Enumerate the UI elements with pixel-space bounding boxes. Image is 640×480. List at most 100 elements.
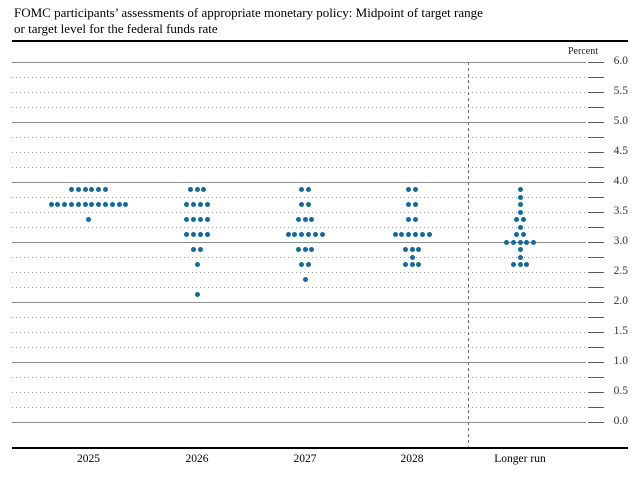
gridline-1.25 [12, 347, 586, 348]
dot-2027-3.375 [309, 217, 315, 222]
dot-2027-3.125 [299, 232, 305, 237]
dot-2027-3.125 [312, 232, 318, 237]
dot-2027-3.375 [295, 217, 301, 222]
x-label-2025: 2025 [77, 453, 100, 465]
dot-2027-2.875 [302, 247, 308, 252]
y-tick-3.25 [588, 227, 604, 228]
dot-2026-3.875 [187, 187, 193, 192]
dot-2025-3.625 [48, 202, 54, 207]
dot-2025-3.625 [109, 202, 115, 207]
dot-2025-3.625 [116, 202, 122, 207]
dot-longer-run-3.875 [517, 187, 523, 192]
dot-2025-3.625 [103, 202, 108, 207]
dot-2026-3.125 [197, 232, 203, 237]
dot-2028-3.875 [412, 187, 418, 192]
dot-2027-3.125 [305, 232, 311, 237]
dot-2028-2.75 [409, 254, 415, 260]
dot-2028-3.125 [412, 232, 418, 237]
dot-2026-3.375 [191, 217, 197, 222]
dot-longer-run-2.875 [517, 247, 523, 252]
dot-longer-run-3.5 [517, 209, 523, 215]
dot-2025-3.875 [82, 187, 88, 192]
dot-2027-3.625 [305, 202, 311, 207]
dot-2028-3.125 [419, 232, 425, 237]
y-tick-label-6.0: 6.0 [613, 55, 628, 67]
dot-2026-2.875 [197, 247, 203, 252]
gridline-1.00 [12, 362, 586, 363]
y-tick-label-4.0: 4.0 [613, 175, 628, 187]
y-tick-2.25 [588, 287, 604, 288]
dot-2027-2.625 [299, 262, 305, 267]
dot-2026-3.875 [194, 187, 200, 192]
gridline-3.25 [12, 227, 586, 228]
gridline-4.75 [12, 137, 586, 138]
dot-2028-2.625 [402, 262, 408, 267]
y-tick-6.00 [588, 62, 604, 63]
gridline-6.00 [12, 62, 586, 63]
y-tick-1.25 [588, 347, 604, 348]
dot-2025-3.875 [103, 187, 108, 192]
gridline-1.75 [12, 317, 586, 318]
dot-longer-run-3 [524, 239, 530, 245]
dot-2025-3.625 [96, 202, 102, 207]
x-axis-line [12, 447, 628, 449]
gridline-3.50 [12, 212, 586, 213]
dot-2025-3.625 [89, 202, 95, 207]
dot-2028-2.625 [416, 262, 422, 267]
dot-2028-3.125 [399, 232, 405, 237]
dot-2027-3.125 [319, 232, 325, 237]
dot-longer-run-3.375 [520, 217, 526, 222]
dot-2025-3.625 [82, 202, 88, 207]
dot-2028-3.375 [412, 217, 418, 222]
y-tick-label-0.5: 0.5 [613, 385, 628, 397]
y-tick-2.00 [588, 302, 604, 303]
dot-2026-2.875 [191, 247, 197, 252]
dot-2027-3.375 [302, 217, 308, 222]
y-tick-5.75 [588, 77, 604, 78]
gridline-4.50 [12, 152, 586, 153]
dot-longer-run-3 [531, 239, 537, 245]
dot-2026-2.125 [194, 292, 200, 297]
x-label-2026: 2026 [185, 453, 209, 465]
dot-2025-3.875 [75, 187, 81, 192]
longer-run-separator-dashed-line [468, 62, 469, 447]
gridline-3.75 [12, 197, 586, 198]
y-tick-2.75 [588, 257, 604, 258]
dot-longer-run-3.125 [514, 232, 520, 237]
dot-2028-3.625 [406, 202, 412, 207]
dot-2025-3.875 [89, 187, 95, 192]
y-tick-4.75 [588, 137, 604, 138]
dot-2027-3.125 [292, 232, 298, 237]
dot-2026-3.125 [184, 232, 190, 237]
y-tick-4.25 [588, 167, 604, 168]
dot-longer-run-3 [510, 239, 516, 245]
y-tick-label-1.0: 1.0 [613, 355, 628, 367]
y-tick-5.50 [588, 92, 604, 93]
dot-longer-run-2.75 [517, 254, 523, 260]
dot-2027-2.375 [302, 277, 308, 282]
dot-longer-run-3 [517, 239, 523, 245]
dot-2026-3.125 [204, 232, 210, 237]
y-tick-3.00 [588, 242, 604, 243]
y-tick-1.50 [588, 332, 604, 333]
dot-2027-3.625 [299, 202, 305, 207]
gridline-0.75 [12, 377, 586, 378]
y-tick-label-2.0: 2.0 [613, 295, 628, 307]
dot-2026-2.625 [194, 262, 200, 267]
gridline-5.75 [12, 77, 586, 78]
dot-2025-3.625 [75, 202, 81, 207]
dot-2028-3.125 [406, 232, 412, 237]
y-tick-5.00 [588, 122, 604, 123]
gridline-2.50 [12, 272, 586, 273]
dot-2025-3.625 [62, 202, 68, 207]
dot-2026-3.625 [191, 202, 197, 207]
dot-2025-3.875 [96, 187, 102, 192]
dot-2028-2.875 [402, 247, 408, 252]
dot-longer-run-3.625 [517, 202, 523, 207]
gridline-0.25 [12, 407, 586, 408]
y-tick-4.00 [588, 182, 604, 183]
dot-2025-3.625 [69, 202, 74, 207]
gridline-3.00 [12, 242, 586, 243]
gridline-4.25 [12, 167, 586, 168]
